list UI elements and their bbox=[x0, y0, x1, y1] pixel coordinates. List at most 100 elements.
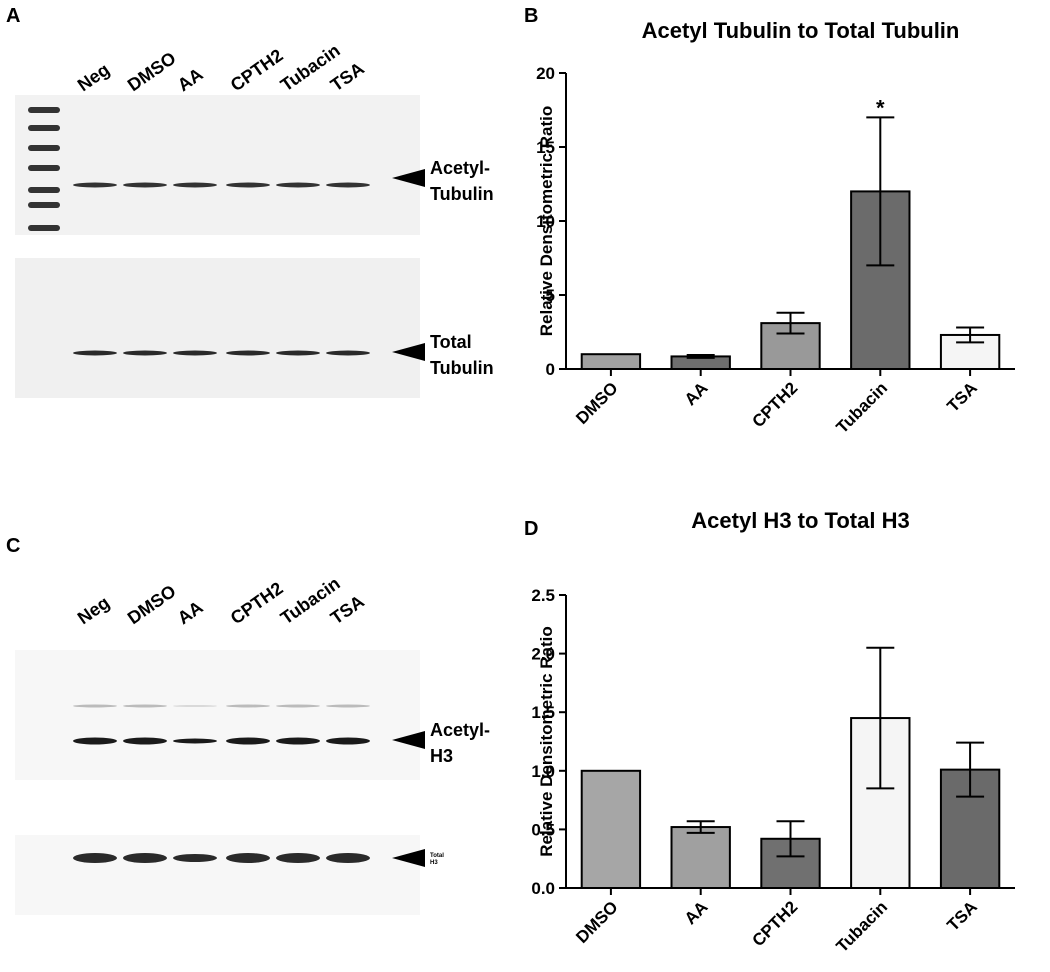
x-tick-label: CPTH2 bbox=[748, 897, 801, 950]
blot-band bbox=[123, 853, 167, 863]
ladder-band bbox=[28, 202, 60, 208]
x-tick-label: Tubacin bbox=[832, 897, 891, 956]
x-tick-label: AA bbox=[681, 897, 712, 928]
lane-label: Neg bbox=[74, 59, 113, 95]
marker-label: Total bbox=[430, 332, 472, 352]
lane-label: DMSO bbox=[124, 48, 180, 95]
ladder-band bbox=[28, 187, 60, 193]
error-bar bbox=[956, 326, 985, 344]
marker-arrow bbox=[392, 169, 425, 187]
blot-band bbox=[173, 350, 217, 356]
marker-arrow bbox=[392, 849, 425, 867]
x-tick-label: TSA bbox=[943, 378, 980, 415]
error-bar bbox=[866, 116, 895, 267]
y-axis-label: Relative Densitometric Ratio bbox=[537, 106, 556, 337]
y-tick-label: 5 bbox=[546, 286, 555, 305]
y-tick-label: 0.0 bbox=[531, 879, 555, 898]
y-tick-label: 0 bbox=[546, 360, 555, 379]
marker-label: H3 bbox=[430, 860, 438, 866]
chart-title: Acetyl Tubulin to Total Tubulin bbox=[642, 18, 960, 43]
marker-label: Acetyl- bbox=[430, 720, 490, 740]
blot-band bbox=[276, 704, 320, 708]
blot-band bbox=[173, 854, 217, 862]
blot-band bbox=[123, 350, 167, 356]
error-bar bbox=[956, 741, 985, 798]
y-axis-label: Relative Densitometric Ratio bbox=[537, 626, 556, 857]
blot-band bbox=[73, 350, 117, 356]
bar bbox=[580, 769, 642, 889]
blot-band bbox=[226, 853, 270, 863]
error-bar bbox=[776, 820, 805, 858]
blot-image bbox=[15, 258, 420, 398]
y-tick-label: 1.5 bbox=[531, 703, 555, 722]
blot-band bbox=[276, 350, 320, 356]
ladder-band bbox=[28, 225, 60, 231]
marker-arrow bbox=[392, 343, 425, 361]
blot-band bbox=[276, 182, 320, 188]
y-tick-label: 0.5 bbox=[531, 820, 555, 839]
ladder-band bbox=[28, 125, 60, 131]
marker-label: Acetyl- bbox=[430, 158, 490, 178]
chart-title: Acetyl H3 to Total H3 bbox=[691, 508, 909, 533]
bar bbox=[670, 826, 731, 890]
x-tick-label: Tubacin bbox=[832, 378, 891, 437]
significance-mark: * bbox=[876, 95, 885, 120]
y-tick-label: 2.5 bbox=[531, 586, 555, 605]
panel-label: D bbox=[524, 518, 538, 540]
blot-band bbox=[276, 853, 320, 863]
lane-label: Neg bbox=[74, 592, 113, 628]
x-tick-label: CPTH2 bbox=[748, 378, 801, 431]
blot-band bbox=[226, 737, 270, 745]
blot-band bbox=[276, 737, 320, 745]
y-tick-label: 1.0 bbox=[531, 762, 555, 781]
lane-label: DMSO bbox=[124, 581, 180, 628]
x-tick-label: TSA bbox=[943, 897, 980, 934]
lane-label: AA bbox=[174, 597, 207, 628]
blot-band bbox=[173, 182, 217, 188]
blot-band bbox=[73, 704, 117, 708]
lane-label: CPTH2 bbox=[227, 578, 287, 628]
y-tick-label: 2.0 bbox=[531, 645, 555, 664]
blot-band bbox=[326, 853, 370, 863]
panel-label: B bbox=[524, 5, 538, 27]
blot-band bbox=[326, 737, 370, 745]
blot-band bbox=[226, 704, 270, 708]
error-bar bbox=[866, 646, 895, 790]
blot-band bbox=[73, 182, 117, 188]
error-bar bbox=[686, 820, 715, 834]
panel-label: A bbox=[6, 5, 20, 27]
marker-arrow bbox=[392, 731, 425, 749]
blot-band bbox=[173, 705, 217, 707]
blot-band bbox=[73, 737, 117, 745]
marker-label: Tubulin bbox=[430, 184, 494, 204]
y-tick-label: 20 bbox=[536, 64, 555, 83]
x-tick-label: DMSO bbox=[572, 378, 621, 427]
ladder-band bbox=[28, 165, 60, 171]
blot-band bbox=[123, 704, 167, 708]
blot-band bbox=[326, 350, 370, 356]
y-tick-label: 15 bbox=[536, 138, 555, 157]
blot-band bbox=[173, 738, 217, 744]
blot-image bbox=[15, 95, 420, 235]
blot-band bbox=[123, 737, 167, 745]
panel-label: C bbox=[6, 535, 20, 557]
x-tick-label: DMSO bbox=[572, 897, 621, 946]
blot-band bbox=[73, 853, 117, 863]
blot-band bbox=[326, 182, 370, 188]
blot-image bbox=[15, 835, 420, 915]
blot-image bbox=[15, 650, 420, 780]
bar bbox=[580, 353, 642, 371]
error-bar bbox=[686, 353, 715, 359]
lane-label: CPTH2 bbox=[227, 45, 287, 95]
axis bbox=[565, 595, 1015, 889]
blot-band bbox=[123, 182, 167, 188]
y-tick-label: 10 bbox=[536, 212, 555, 231]
bar bbox=[760, 837, 821, 889]
blot-band bbox=[226, 350, 270, 356]
x-tick-label: AA bbox=[681, 378, 712, 409]
lane-label: AA bbox=[174, 64, 207, 95]
ladder-band bbox=[28, 145, 60, 151]
error-bar bbox=[776, 311, 805, 335]
marker-label: H3 bbox=[430, 746, 453, 766]
